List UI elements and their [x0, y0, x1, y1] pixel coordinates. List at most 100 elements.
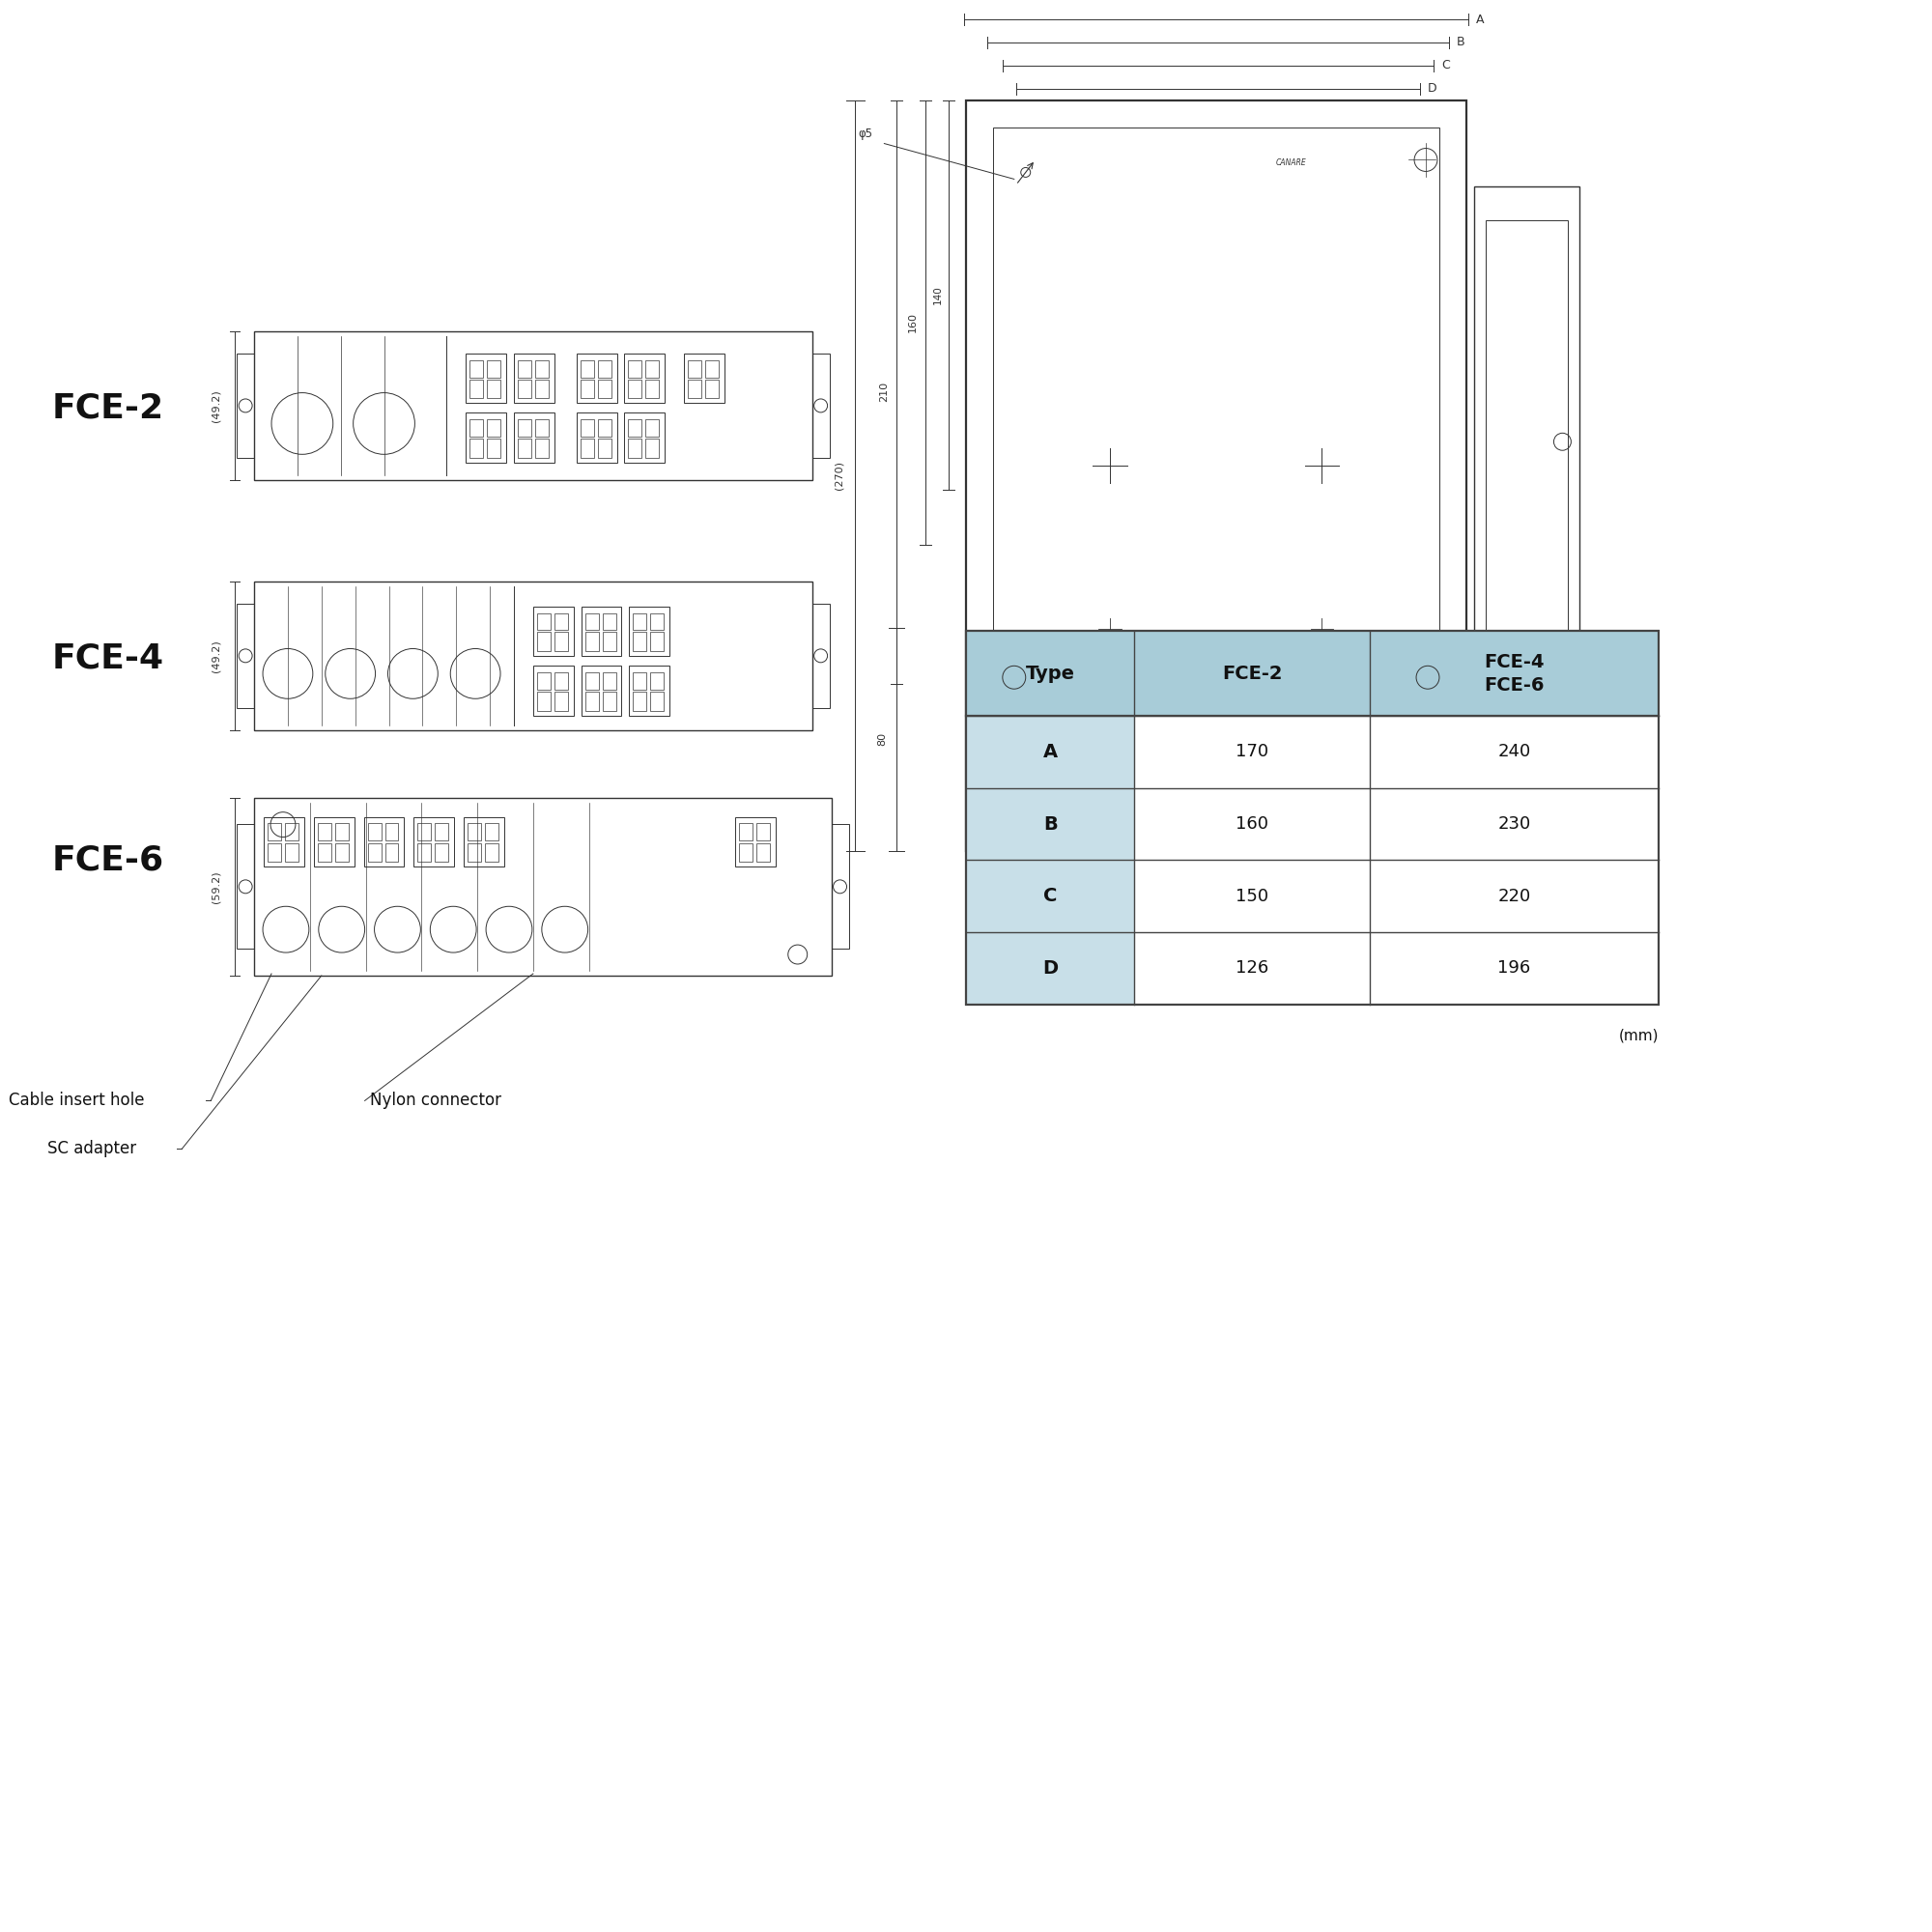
Bar: [580, 359, 593, 377]
Bar: [554, 612, 568, 630]
Text: Cable insert hole: Cable insert hole: [10, 1092, 145, 1109]
Bar: [576, 413, 616, 464]
Text: FCE-2: FCE-2: [1223, 665, 1283, 682]
Bar: [705, 359, 719, 377]
Text: FCE-4: FCE-4: [52, 641, 164, 674]
Bar: [265, 817, 303, 867]
Bar: [464, 817, 504, 867]
Bar: [628, 439, 641, 458]
Text: 80: 80: [877, 732, 887, 746]
Bar: [628, 359, 641, 377]
Bar: [334, 842, 348, 862]
Bar: [811, 354, 829, 458]
Bar: [597, 379, 611, 398]
Bar: [469, 439, 483, 458]
Bar: [966, 788, 1134, 860]
Text: C: C: [1043, 887, 1057, 906]
Text: 170: 170: [1236, 744, 1269, 761]
Text: 126: 126: [1236, 960, 1269, 978]
Bar: [966, 717, 1134, 788]
Bar: [582, 607, 622, 657]
Bar: [363, 817, 404, 867]
Bar: [537, 632, 551, 651]
Bar: [535, 379, 549, 398]
Bar: [1370, 933, 1658, 1005]
Bar: [469, 359, 483, 377]
Bar: [755, 842, 769, 862]
Text: SC adapter: SC adapter: [46, 1140, 137, 1157]
Bar: [533, 667, 574, 717]
Text: 140: 140: [933, 286, 943, 305]
Bar: [238, 603, 255, 707]
Bar: [738, 842, 752, 862]
Text: (mm): (mm): [1619, 1028, 1658, 1043]
Bar: [284, 823, 298, 840]
Text: FCE-4
FCE-6: FCE-4 FCE-6: [1484, 653, 1544, 694]
Text: 160: 160: [908, 313, 918, 332]
Bar: [688, 359, 701, 377]
Bar: [993, 128, 1439, 823]
Bar: [487, 359, 500, 377]
Bar: [966, 100, 1466, 850]
Bar: [367, 823, 381, 840]
Bar: [645, 379, 659, 398]
Bar: [334, 823, 348, 840]
Bar: [514, 413, 554, 464]
Bar: [597, 419, 611, 437]
Bar: [1134, 933, 1370, 1005]
Bar: [597, 359, 611, 377]
Bar: [630, 607, 670, 657]
Bar: [518, 419, 531, 437]
Bar: [628, 419, 641, 437]
Bar: [811, 603, 829, 707]
Bar: [603, 692, 616, 711]
Bar: [684, 354, 724, 404]
Bar: [755, 823, 769, 840]
Bar: [417, 842, 431, 862]
Text: (49.2): (49.2): [211, 639, 220, 672]
Bar: [384, 842, 398, 862]
Bar: [1370, 788, 1658, 860]
Bar: [284, 842, 298, 862]
Bar: [313, 817, 354, 867]
Text: 210: 210: [879, 383, 889, 402]
Bar: [580, 439, 593, 458]
Bar: [645, 419, 659, 437]
Text: (49.2): (49.2): [211, 390, 220, 421]
Bar: [624, 413, 665, 464]
Bar: [966, 632, 1658, 1005]
Bar: [603, 672, 616, 690]
Bar: [535, 419, 549, 437]
Bar: [1134, 788, 1370, 860]
Text: B: B: [1043, 815, 1057, 833]
Bar: [1134, 860, 1370, 933]
Bar: [469, 379, 483, 398]
Bar: [634, 632, 647, 651]
Text: FCE-2: FCE-2: [52, 392, 164, 425]
Bar: [1370, 860, 1658, 933]
Bar: [466, 413, 506, 464]
Bar: [468, 823, 481, 840]
Bar: [705, 379, 719, 398]
Bar: [537, 692, 551, 711]
Bar: [597, 439, 611, 458]
Text: B: B: [1457, 37, 1464, 48]
Bar: [688, 379, 701, 398]
Text: (59.2): (59.2): [211, 871, 220, 902]
Bar: [255, 582, 811, 730]
Bar: [269, 842, 280, 862]
Bar: [518, 379, 531, 398]
Bar: [317, 842, 330, 862]
Bar: [585, 692, 599, 711]
Bar: [651, 692, 665, 711]
Bar: [537, 612, 551, 630]
Text: 240: 240: [1497, 744, 1530, 761]
Bar: [533, 607, 574, 657]
Text: 150: 150: [1236, 887, 1269, 904]
Bar: [651, 612, 665, 630]
Text: D: D: [1043, 958, 1059, 978]
Bar: [628, 379, 641, 398]
Bar: [585, 672, 599, 690]
Bar: [469, 419, 483, 437]
Bar: [435, 842, 448, 862]
